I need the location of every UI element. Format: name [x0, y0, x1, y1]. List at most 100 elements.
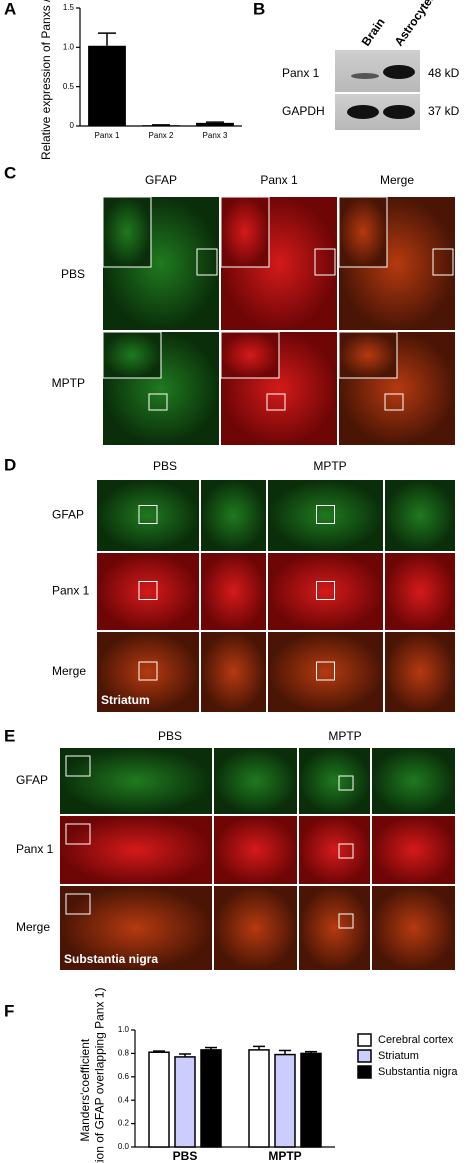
micrograph	[201, 480, 266, 551]
group-header: MPTP	[328, 729, 361, 743]
y-tick-label: 1.0	[63, 42, 75, 51]
inset-box	[138, 661, 158, 681]
row-label: MPTP	[52, 376, 85, 390]
x-tick-label: Panx 3	[203, 131, 228, 140]
panel-label: C	[4, 163, 16, 182]
y-tick-label: 0.2	[118, 1119, 130, 1128]
legend-swatch	[357, 1065, 372, 1079]
zoom-inset	[220, 196, 270, 268]
group-header: PBS	[153, 459, 177, 473]
band	[351, 73, 379, 79]
inset-box	[316, 581, 335, 600]
micrograph	[268, 553, 383, 630]
bar	[200, 1049, 222, 1148]
panel-label: B	[253, 0, 265, 18]
zoom-inset	[102, 196, 152, 268]
y-tick-label: 0.0	[118, 1142, 130, 1151]
column-header: GFAP	[145, 173, 177, 187]
micrograph	[214, 886, 297, 970]
row-label: Merge	[52, 664, 86, 678]
inset-box	[266, 393, 286, 411]
inset-box	[316, 505, 335, 524]
micrograph	[60, 748, 212, 814]
y-tick-label: 0.5	[63, 82, 75, 91]
zoom-inset	[338, 196, 388, 268]
row-label: PBS	[61, 267, 85, 281]
micrograph	[97, 480, 199, 551]
bar	[148, 1051, 170, 1148]
micrograph	[385, 480, 455, 551]
micrograph	[372, 816, 455, 884]
micrograph	[299, 886, 370, 970]
inset-box	[65, 755, 91, 777]
inset-box	[138, 505, 158, 524]
panel-label: F	[4, 1001, 14, 1020]
micrograph	[97, 553, 199, 630]
row-label: Merge	[16, 920, 50, 934]
row-label: Panx 1	[16, 842, 54, 856]
micrograph	[97, 632, 199, 712]
bar	[274, 1053, 296, 1148]
micrograph	[299, 816, 370, 884]
panel-label: D	[4, 455, 16, 474]
zoom-inset	[220, 331, 280, 379]
legend-label: Substantia nigra	[378, 1066, 458, 1078]
bar	[88, 45, 126, 127]
micrograph	[268, 632, 383, 712]
blot-size: 48 kD	[428, 66, 460, 80]
inset-box	[138, 581, 158, 600]
panel-label: E	[4, 726, 15, 745]
inset-box	[338, 913, 354, 929]
inset-box	[338, 775, 354, 791]
bar	[196, 122, 234, 126]
zoom-inset	[338, 331, 398, 379]
micrograph	[60, 886, 212, 970]
panel-label: A	[4, 0, 16, 18]
blot-row-label: GAPDH	[282, 104, 325, 118]
bar	[300, 1052, 322, 1148]
inset-box	[65, 893, 91, 915]
legend-label: Cerebral cortex	[378, 1034, 454, 1046]
region-label: Substantia nigra	[64, 952, 158, 966]
inset-box	[65, 823, 91, 845]
region-label: Striatum	[101, 693, 150, 707]
row-label: GFAP	[52, 508, 84, 522]
x-tick-label: Panx 2	[149, 131, 174, 140]
band	[383, 65, 415, 79]
micrograph	[372, 886, 455, 970]
y-tick-label: 0	[70, 121, 75, 130]
column-header: Panx 1	[260, 173, 298, 187]
micrograph	[201, 553, 266, 630]
group-header: PBS	[158, 729, 182, 743]
row-label: GFAP	[16, 773, 48, 787]
inset-box	[148, 393, 168, 411]
inset-box	[314, 248, 336, 276]
bar	[248, 1049, 270, 1148]
legend-label: Striatum	[378, 1050, 419, 1062]
micrograph	[214, 748, 297, 814]
micrograph	[385, 632, 455, 712]
micrograph	[201, 632, 266, 712]
y-tick-label: 0.8	[118, 1049, 130, 1058]
bar	[142, 125, 180, 126]
inset-box	[384, 393, 404, 411]
blot-size: 37 kD	[428, 104, 460, 118]
lane-label: Astrocytes	[392, 0, 439, 49]
blot-row-label: Panx 1	[282, 66, 320, 80]
legend-swatch	[357, 1049, 372, 1063]
micrograph	[385, 553, 455, 630]
inset-box	[432, 248, 454, 276]
y-tick-label: 0.6	[118, 1072, 130, 1081]
group-header: MPTP	[313, 459, 346, 473]
band	[383, 105, 415, 119]
x-tick-label: Panx 1	[95, 131, 120, 140]
y-tick-label: 1.0	[118, 1025, 130, 1034]
micrograph	[214, 816, 297, 884]
lane-label: Brain	[359, 15, 388, 48]
y-tick-label: 0.4	[118, 1095, 130, 1104]
column-header: Merge	[380, 173, 414, 187]
y-tick-label: 1.5	[63, 3, 75, 12]
inset-box	[196, 248, 218, 276]
x-tick-label: MPTP	[268, 1149, 301, 1163]
